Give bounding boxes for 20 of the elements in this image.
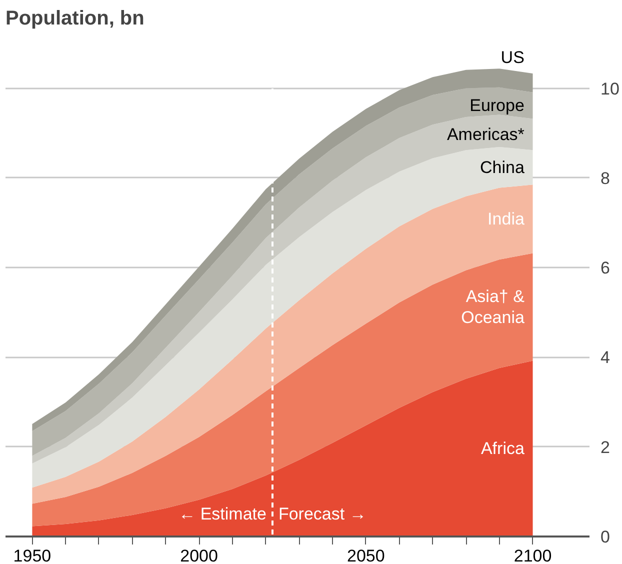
x-tick-label: 2050 — [347, 546, 385, 564]
y-tick-label: 0 — [600, 528, 610, 546]
chart-title: Population, bn — [6, 8, 144, 30]
annotation: ← Estimate — [178, 504, 266, 524]
y-tick-label: 4 — [600, 348, 610, 368]
x-tick-label: 1950 — [13, 546, 52, 564]
series-label: Americas* — [446, 124, 525, 144]
series-label: India — [488, 209, 525, 228]
series-label: Asia† & Oceania — [461, 287, 526, 327]
y-tick-label: 10 — [600, 79, 620, 98]
x-tick-label: 2100 — [514, 546, 552, 564]
y-tick-label: 6 — [600, 258, 610, 278]
x-tick-label: 2000 — [180, 546, 218, 564]
series-label: Africa — [480, 439, 525, 458]
series-label: Europe — [470, 96, 524, 116]
y-tick-label: 8 — [600, 168, 610, 188]
y-tick-label: 2 — [600, 438, 610, 457]
series-label: US — [500, 48, 524, 67]
annotation: Forecast → — [278, 504, 366, 524]
series-label: China — [480, 158, 525, 177]
